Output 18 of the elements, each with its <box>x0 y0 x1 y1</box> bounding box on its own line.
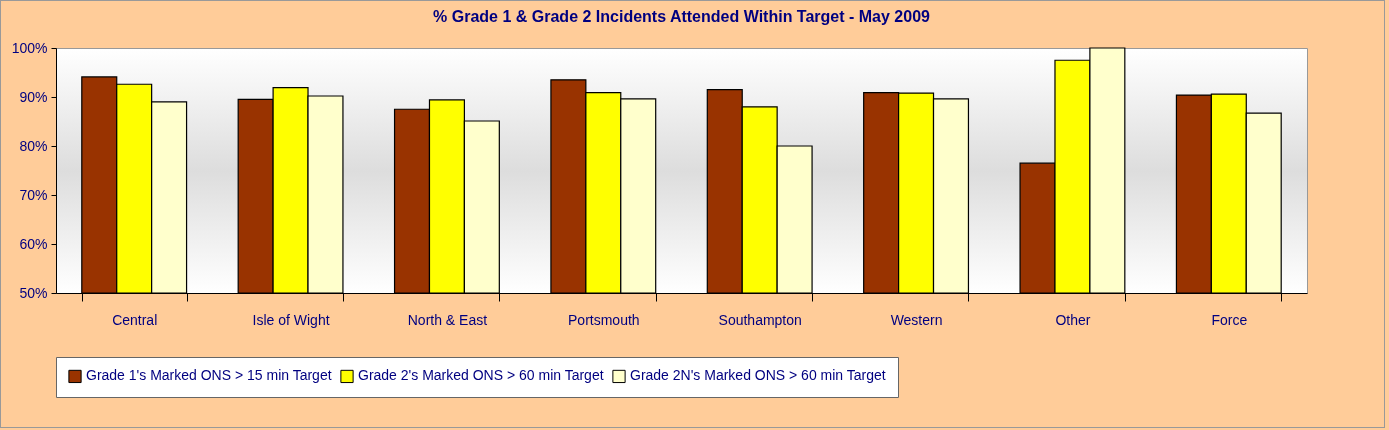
y-tick-label: 70% <box>19 186 48 203</box>
legend-label: Grade 2's Marked ONS > 60 min Target <box>358 367 604 384</box>
x-tick-label: Isle of Wight <box>252 311 330 328</box>
x-tick-label: Portsmouth <box>568 311 640 328</box>
x-tick-label: Force <box>1211 311 1248 328</box>
legend-label: Grade 2N's Marked ONS > 60 min Target <box>630 367 886 384</box>
x-tick-label: Western <box>890 311 943 328</box>
x-tick-label: Southampton <box>718 311 802 328</box>
legend-label: Grade 1's Marked ONS > 15 min Target <box>86 367 332 384</box>
y-tick-label: 50% <box>19 284 48 301</box>
chart-title: % Grade 1 & Grade 2 Incidents Attended Within Target - May 2009 <box>433 8 931 25</box>
y-tick-label: 90% <box>19 88 48 105</box>
y-tick-label: 80% <box>19 137 48 154</box>
x-tick-label: Other <box>1055 311 1091 328</box>
x-tick-label: Central <box>112 311 158 328</box>
x-tick-label: North & East <box>407 311 488 328</box>
y-tick-label: 60% <box>19 235 48 252</box>
y-tick-label: 100% <box>11 39 48 56</box>
